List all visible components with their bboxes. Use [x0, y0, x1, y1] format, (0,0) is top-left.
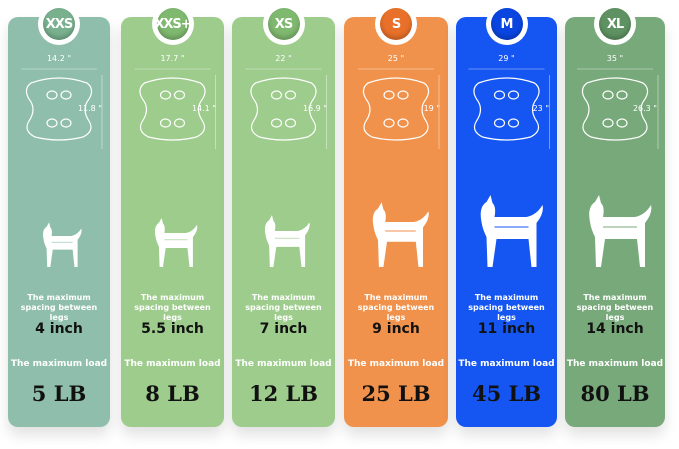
leg-spacing-label: The maximum spacing between legs [245, 293, 322, 322]
harness-width: 22 " [275, 54, 292, 63]
size-label: XXS+ [154, 8, 192, 40]
harness-width: 29 " [498, 54, 515, 63]
harness-diagram [577, 68, 659, 149]
max-load-value: 80 LB [580, 381, 650, 406]
leg-spacing-value: 7 inch [259, 321, 308, 337]
max-load-label: The maximum load [458, 359, 555, 369]
harness-diagram [134, 68, 216, 149]
size-label: XXS [43, 8, 75, 40]
harness-diagram [245, 68, 327, 149]
max-load-label: The maximum load [124, 359, 221, 369]
size-card-xl: XL 35 " 26.3 " The maximum spacing betwe… [565, 3, 665, 427]
size-label: S [380, 8, 412, 40]
max-load-label: The maximum load [347, 359, 445, 369]
max-load-label: The maximum load [10, 359, 108, 369]
size-label: XS [267, 8, 300, 40]
leg-spacing-label: The maximum spacing between legs [20, 293, 98, 322]
max-load-value: 25 LB [361, 381, 431, 406]
harness-height: 11.8 " [77, 104, 102, 113]
size-badge: S [375, 3, 417, 45]
dog-silhouette-icon [480, 195, 543, 267]
leg-spacing-value: 4 inch [35, 321, 83, 337]
leg-spacing-label: The maximum spacing between legs [134, 293, 211, 322]
harness-diagram [468, 68, 550, 149]
leg-spacing-label: The maximum spacing between legs [576, 293, 654, 322]
harness-diagram [358, 68, 440, 149]
leg-spacing-value: 5.5 inch [141, 321, 204, 337]
size-badge: M [485, 3, 528, 45]
dog-silhouette-icon [42, 222, 82, 267]
leg-spacing-value: 11 inch [477, 321, 536, 337]
leg-spacing-value: 14 inch [586, 321, 644, 337]
harness-height: 26.3 " [632, 104, 657, 113]
max-load-value: 12 LB [248, 381, 319, 406]
dog-silhouette-icon [372, 202, 429, 267]
max-load-value: 45 LB [471, 381, 542, 406]
size-badge: XS [262, 3, 305, 45]
harness-width: 35 " [606, 54, 624, 63]
max-load-value: 8 LB [145, 381, 200, 406]
leg-spacing-label: The maximum spacing between legs [468, 293, 545, 322]
max-load-label: The maximum load [235, 359, 332, 369]
dog-silhouette-icon [589, 195, 652, 267]
harness-height: 23 " [532, 104, 549, 113]
harness-height: 16.9 " [302, 104, 327, 113]
size-label: XL [599, 8, 631, 40]
dog-silhouette-icon [264, 215, 310, 267]
max-load-value: 5 LB [31, 381, 87, 406]
leg-spacing-value: 9 inch [372, 321, 420, 337]
harness-diagram [21, 68, 103, 149]
size-badge: XXS [38, 3, 80, 45]
harness-height: 14.1 " [191, 104, 216, 113]
max-load-label: The maximum load [566, 359, 664, 369]
size-card-s: S 25 " 19 " The maximum spacing between … [344, 3, 448, 427]
size-badge: XL [594, 3, 636, 45]
size-label: M [490, 8, 523, 40]
size-card-xs: XS 22 " 16.9 " The maximum spacing betwe… [232, 3, 335, 427]
size-card-xxs: XXS 14.2 " 11.8 " The maximum spacing be… [8, 3, 110, 427]
harness-height: 19 " [423, 104, 440, 113]
size-card-m: M 29 " 23 " The maximum spacing between … [456, 3, 557, 427]
size-card-xxs-plus: XXS+ 17.7 " 14.1 " The maximum spacing b… [121, 3, 224, 427]
leg-spacing-label: The maximum spacing between legs [357, 293, 435, 322]
harness-width: 25 " [387, 54, 405, 63]
size-badge: XXS+ [151, 3, 194, 45]
dog-silhouette-icon [154, 218, 198, 267]
harness-width: 17.7 " [160, 54, 185, 63]
harness-width: 14.2 " [46, 54, 72, 63]
